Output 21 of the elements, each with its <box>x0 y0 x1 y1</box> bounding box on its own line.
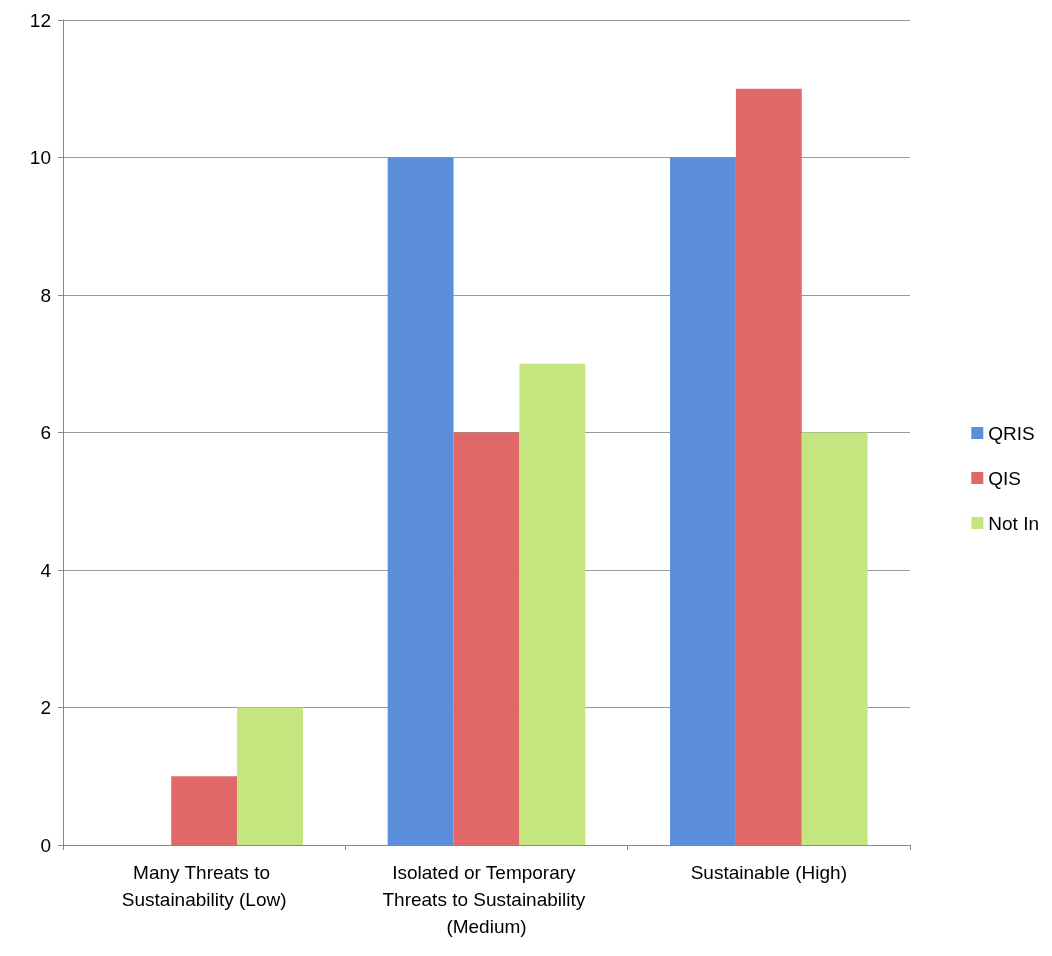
y-tick-label: 2 <box>40 697 51 718</box>
bar <box>453 432 520 845</box>
bar <box>171 776 238 845</box>
bar <box>735 88 802 845</box>
bar <box>801 432 868 845</box>
x-tick-label: Sustainable (High) <box>690 862 847 883</box>
y-tick-label: 6 <box>40 422 51 443</box>
y-tick-label: 8 <box>40 284 51 306</box>
bar <box>670 157 736 845</box>
bar <box>519 363 586 845</box>
bar <box>237 707 303 845</box>
legend-label: Not In <box>988 512 1040 534</box>
x-tick-label: Many Threats to Sustainability (Low) <box>121 862 287 910</box>
y-tick-label: 12 <box>29 9 51 31</box>
y-tick-label: 0 <box>40 834 51 856</box>
x-tick-label: Isolated or Temporary Threats to Sustainability (Medium) <box>382 862 591 937</box>
y-tick-label: 10 <box>29 147 51 168</box>
bar <box>387 157 454 845</box>
legend-label: QRIS <box>988 422 1035 444</box>
y-tick-label: 4 <box>40 559 52 581</box>
legend-label: QIS <box>988 467 1022 489</box>
